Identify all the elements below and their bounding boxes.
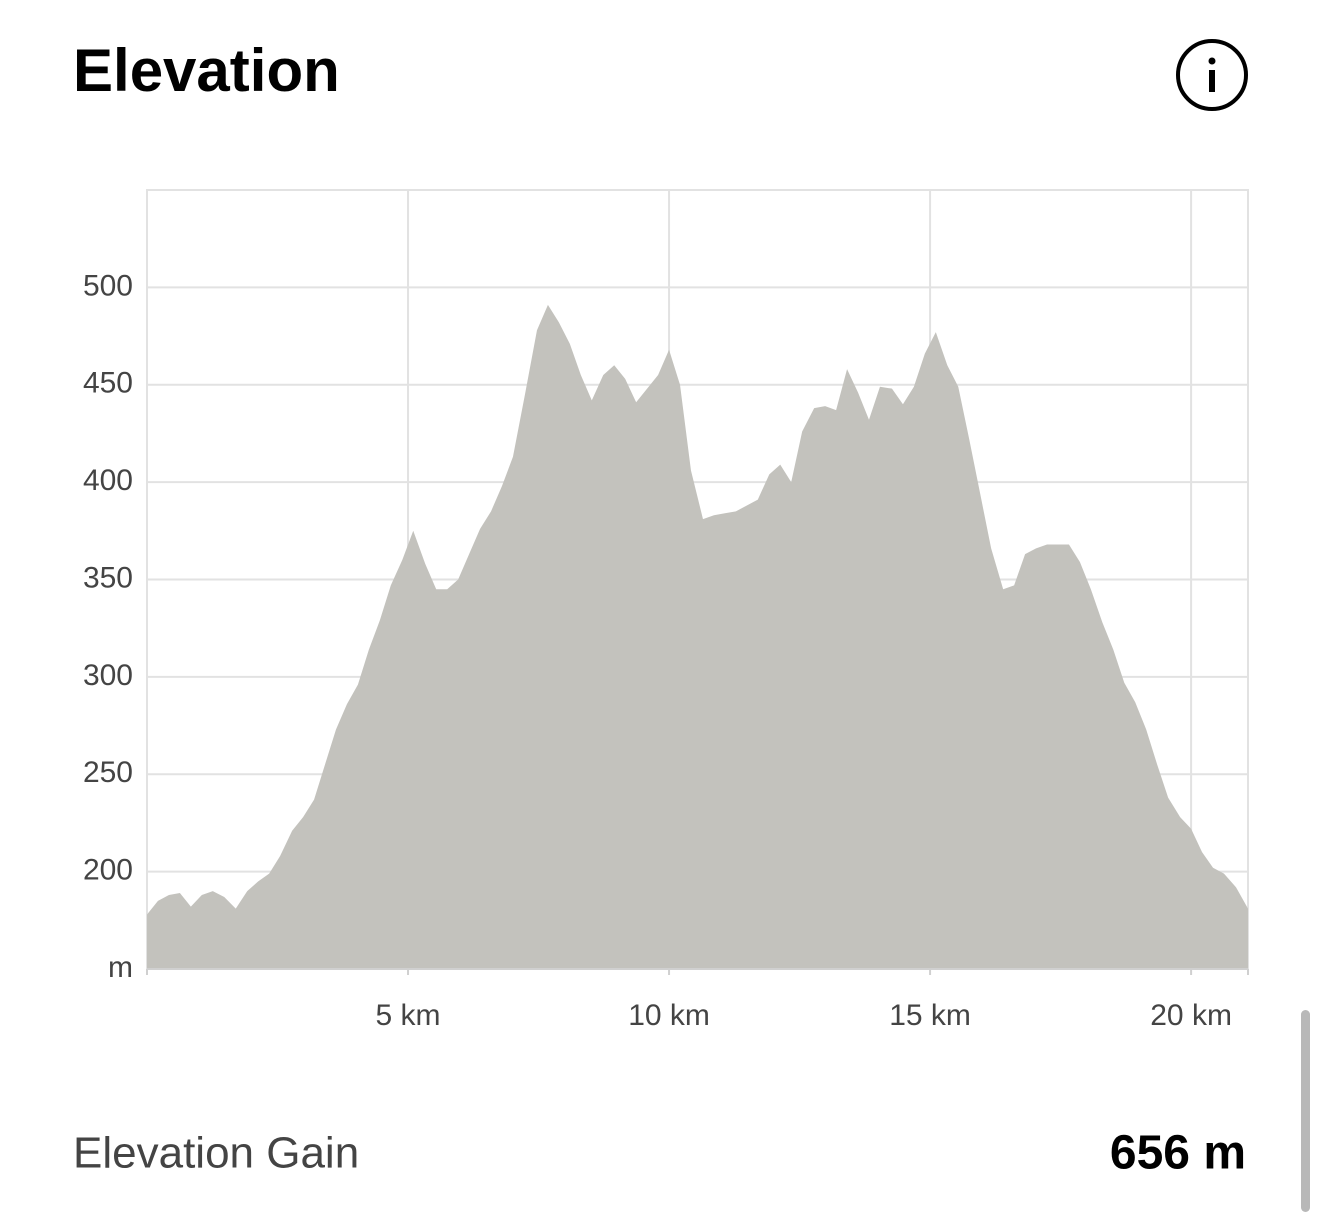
y-tick-label: 350 xyxy=(83,561,133,594)
y-tick-label: 450 xyxy=(83,367,133,400)
x-tick-label: 20 km xyxy=(1150,999,1232,1032)
elevation-chart: m 200 250 300 350 400 450 500 5 km 10 km 15 km 20 k… xyxy=(83,189,1249,1032)
y-tick-label: 400 xyxy=(83,464,133,497)
x-tick-label: 10 km xyxy=(628,999,710,1032)
info-button[interactable] xyxy=(1176,39,1248,111)
x-tick-label: 5 km xyxy=(376,999,441,1032)
y-tick-label: 300 xyxy=(83,659,133,692)
card-title: Elevation xyxy=(73,37,340,104)
scrollbar[interactable] xyxy=(1301,1010,1310,1212)
elevation-area xyxy=(147,304,1248,969)
info-icon-ring xyxy=(1176,39,1248,111)
y-tick-label: 250 xyxy=(83,756,133,789)
info-icon-stem xyxy=(1209,70,1215,92)
stat-label: Elevation Gain xyxy=(73,1129,359,1178)
stat-value: 656 m xyxy=(1110,1127,1246,1180)
y-tick-label: 500 xyxy=(83,269,133,302)
y-tick-label: 200 xyxy=(83,854,133,887)
y-tick-label: m xyxy=(108,951,133,984)
x-tick-label: 15 km xyxy=(889,999,971,1032)
info-icon-dot xyxy=(1208,57,1216,65)
